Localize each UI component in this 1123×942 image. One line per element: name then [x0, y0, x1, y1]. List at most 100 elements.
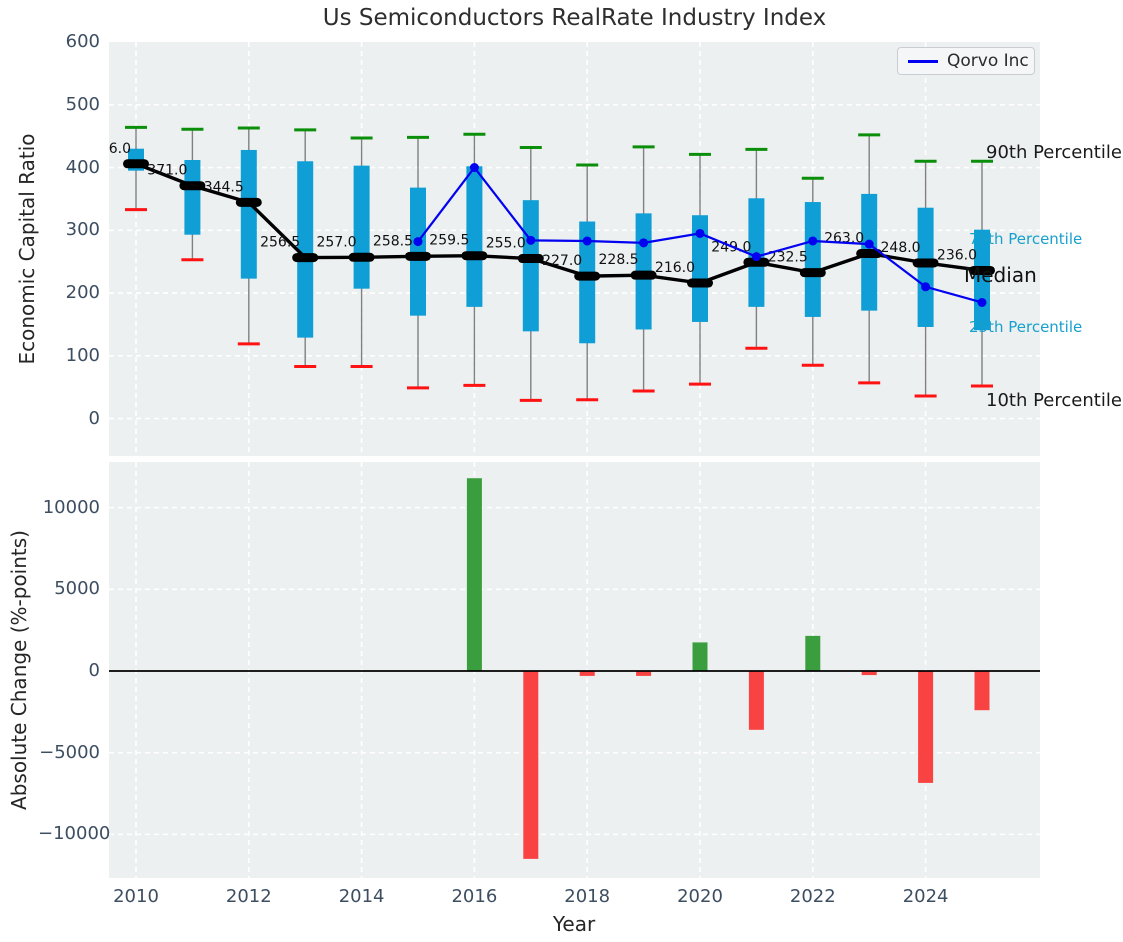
median-marker-2013 [292, 253, 319, 263]
top-y-tick-0: 0 [88, 407, 100, 429]
change-bar-2023 [861, 671, 877, 676]
qorvo-point-2025 [977, 297, 987, 307]
iqr-box-2012 [240, 149, 257, 279]
median-value-label-2019: 228.5 [599, 252, 639, 268]
median-marker-2017 [517, 254, 544, 264]
change-bar-2018 [579, 671, 595, 676]
median-value-label-2017: 255.0 [486, 236, 526, 252]
iqr-box-2014 [353, 165, 370, 289]
median-value-label-2015: 258.5 [373, 233, 413, 249]
median-value-label-2025: 236.0 [937, 247, 977, 263]
median-value-label-2012: 344.5 [204, 179, 244, 195]
top-axes-canvas: 406.0 371.0 344.5 256.5 257.0 258.5 259.5 255.0… [109, 42, 1040, 456]
median-value-label-2013: 256.5 [260, 235, 300, 251]
median-marker-2022 [799, 268, 826, 278]
iqr-box-2025 [974, 229, 990, 331]
median-value-label-2010: 406.0 [109, 141, 131, 157]
median-marker-2014 [348, 252, 375, 262]
top-y-tick-600: 600 [65, 31, 100, 52]
x-axis-label: Year [552, 912, 596, 936]
median-marker-2015 [405, 251, 431, 261]
change-bar-2016 [466, 478, 482, 671]
x-tick-2014: 2014 [338, 886, 385, 907]
x-tick-2012: 2012 [225, 886, 272, 907]
qorvo-point-2016 [469, 163, 479, 173]
iqr-box-2016 [466, 166, 483, 307]
top-y-tick-100: 100 [65, 344, 100, 366]
top-y-tick-400: 400 [65, 156, 100, 178]
qorvo-point-2020 [695, 228, 705, 238]
qorvo-point-2019 [639, 238, 649, 248]
qorvo-point-2022 [808, 236, 818, 246]
x-tick-2020: 2020 [677, 886, 723, 907]
median-marker-2012 [235, 197, 262, 207]
median-marker-2024 [912, 258, 939, 268]
median-marker-2020 [687, 278, 713, 288]
qorvo-point-2017 [526, 235, 536, 245]
change-bar-2021 [748, 671, 764, 730]
change-bar-2020 [692, 642, 708, 671]
iqr-box-2022 [804, 202, 821, 317]
change-bar-2024 [918, 671, 934, 783]
median-value-label-2024: 248.0 [881, 240, 921, 256]
top-y-tick-300: 300 [65, 219, 100, 241]
iqr-box-2020 [692, 215, 708, 322]
median-marker-2018 [574, 271, 601, 281]
median-value-label-2022: 232.5 [768, 250, 808, 266]
qorvo-line-swatch [908, 59, 938, 63]
x-tick-2024: 2024 [902, 886, 949, 907]
bottom-axes [109, 462, 1040, 878]
qorvo-point-2021 [751, 252, 761, 262]
qorvo-point-2015 [413, 237, 423, 247]
x-tick-2010: 2010 [113, 886, 159, 907]
qorvo-point-2024 [921, 282, 931, 292]
median-marker-2010 [123, 159, 149, 169]
bottom-y-tick-5000: 5000 [54, 578, 100, 600]
median-value-label-2016: 259.5 [429, 233, 469, 249]
top-y-tick-200: 200 [65, 282, 100, 304]
annotation-10th-percentile: 10th Percentile [986, 390, 1122, 411]
x-tick-2018: 2018 [564, 886, 611, 907]
annotation-75th-percentile: 75th Percentile [969, 230, 1083, 248]
qorvo-point-2023 [864, 239, 874, 249]
median-value-label-2014: 257.0 [317, 234, 357, 250]
median-value-label-2020: 216.0 [655, 260, 695, 276]
median-marker-2016 [461, 251, 488, 261]
iqr-box-2015 [410, 187, 426, 316]
bottom-y-tick-10000: 10000 [42, 496, 100, 518]
bottom-y-tick-0: 0 [88, 660, 100, 681]
annotation-25th-percentile: 25th Percentile [969, 318, 1083, 336]
iqr-box-2018 [579, 221, 596, 344]
change-bar-2017 [523, 671, 539, 859]
iqr-box-2013 [297, 161, 314, 338]
annotation-median: Median [964, 263, 1037, 287]
bottom-axes-canvas [109, 462, 1040, 878]
top-axes: 406.0 371.0 344.5 256.5 257.0 258.5 259.5 255.0… [109, 42, 1040, 456]
bottom-y-tick-−5000: −5000 [39, 741, 100, 763]
median-value-label-2011: 371.0 [147, 163, 187, 179]
median-marker-2025 [969, 265, 995, 275]
change-bar-2022 [805, 635, 821, 671]
iqr-box-2017 [522, 200, 539, 332]
median-marker-2011 [179, 181, 206, 191]
median-marker-2023 [856, 249, 883, 259]
chart-title: Us Semiconductors RealRate Industry Inde… [322, 5, 827, 31]
median-value-label-2018: 227.0 [542, 253, 582, 269]
annotation-90th-percentile: 90th Percentile [986, 142, 1122, 163]
legend-label: Qorvo Inc [947, 51, 1029, 71]
median-marker-2021 [743, 257, 770, 267]
change-bar-2025 [974, 671, 990, 711]
iqr-box-2011 [184, 160, 201, 235]
top-y-axis-label: Economic Capital Ratio [15, 133, 39, 365]
qorvo-point-2018 [582, 236, 592, 246]
legend: Qorvo Inc [897, 47, 1035, 75]
change-bar-2019 [636, 671, 652, 676]
median-line [135, 162, 983, 285]
x-tick-2016: 2016 [451, 886, 498, 907]
bottom-y-tick-−10000: −10000 [38, 823, 111, 845]
median-marker-2019 [630, 270, 657, 280]
bottom-y-axis-label: Absolute Change (%-points) [7, 530, 31, 810]
x-tick-2022: 2022 [789, 886, 836, 907]
top-y-tick-500: 500 [65, 93, 100, 115]
